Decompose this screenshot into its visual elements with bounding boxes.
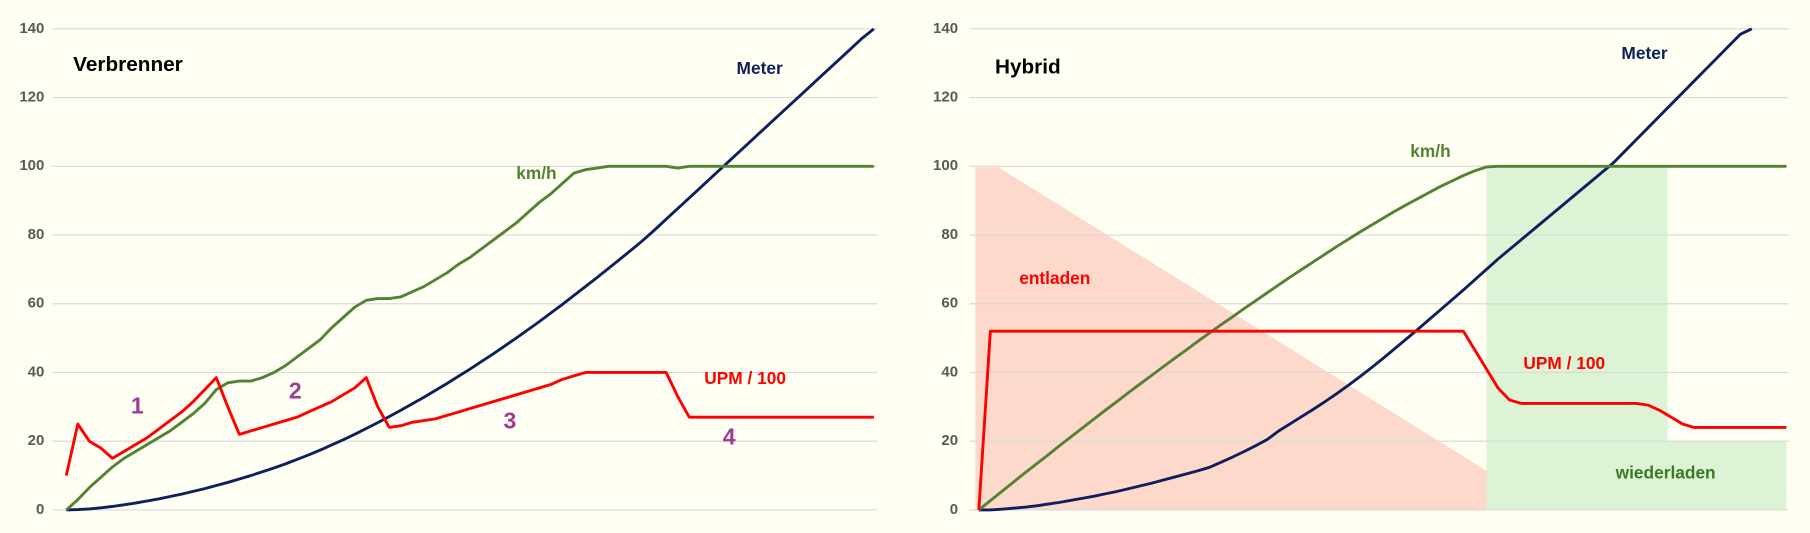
series-line [977,164,1787,512]
y-tick-label: 120 [19,89,44,106]
y-tick-label: 60 [941,295,958,312]
series-label: Meter [737,58,783,78]
annotation: wiederladen [1615,463,1716,483]
recharge-area [1486,167,1787,510]
series-line [66,27,875,512]
discharge-area [975,167,1487,510]
series-label: UPM / 100 [1523,353,1605,373]
y-tick-label: 80 [941,226,958,243]
y-tick-label: 40 [28,363,45,380]
y-tick-label: 20 [941,432,958,449]
series-line [65,164,874,512]
y-tick-label: 120 [933,89,958,106]
chart-title: Verbrenner [73,53,183,76]
y-tick-label: 100 [19,157,44,174]
y-tick-label: 0 [36,501,44,518]
chart-title: Hybrid [995,56,1061,79]
y-tick-label: 80 [28,226,45,243]
series-label: km/h [1410,141,1450,161]
annotation: 4 [723,423,736,449]
annotation: 2 [289,377,302,403]
series-label: km/h [516,163,556,183]
y-tick-label: 0 [950,501,958,518]
series-line [978,27,1753,512]
series-line [977,329,1787,511]
series-label: UPM / 100 [704,368,786,388]
annotation: entladen [1019,268,1090,288]
y-tick-label: 140 [19,20,44,37]
series-line [64,371,874,476]
y-tick-label: 60 [28,295,45,312]
y-tick-label: 100 [933,157,958,174]
y-tick-label: 20 [28,432,45,449]
annotation: 3 [504,407,517,433]
annotation: 1 [131,392,144,418]
series-label: Meter [1621,43,1667,63]
y-tick-label: 40 [941,363,958,380]
y-tick-label: 140 [933,20,958,37]
